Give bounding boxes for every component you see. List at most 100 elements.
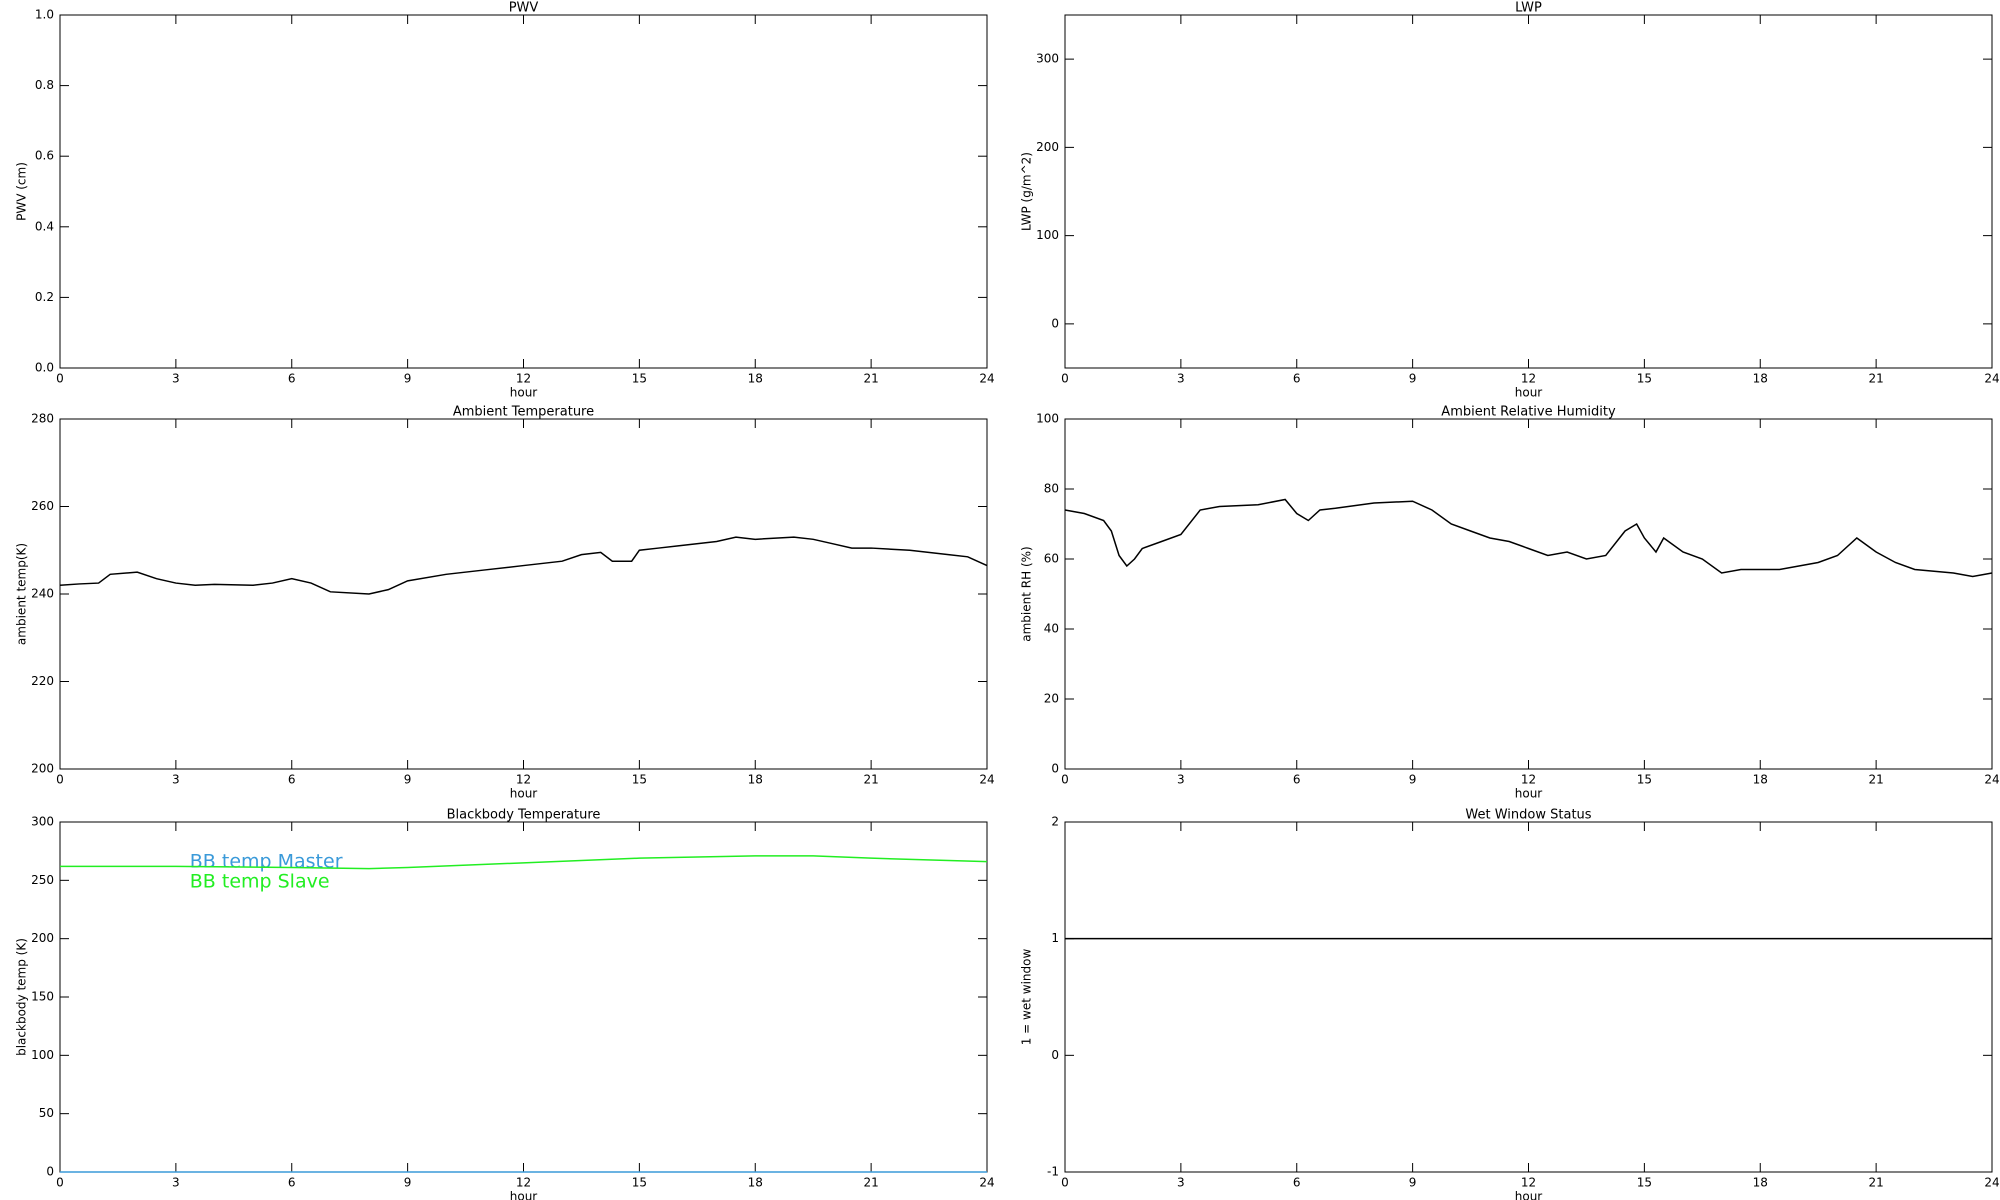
panel: PWV hour PWV (cm) 0 3 6 9 12 15 18 21 24 0.0 0.2 0.4 0.… <box>15 1 995 400</box>
x-tick-label: 6 <box>288 1176 296 1190</box>
x-tick-label: 24 <box>1984 372 1999 386</box>
x-tick-label: 9 <box>404 372 412 386</box>
y-axis-label: 1 = wet window <box>1020 949 1034 1046</box>
x-tick-label: 3 <box>172 773 180 787</box>
y-tick-label: 0.8 <box>35 78 54 92</box>
x-tick-label: 15 <box>632 1176 647 1190</box>
panel-title: Ambient Relative Humidity <box>1441 405 1616 420</box>
y-tick-label: 200 <box>1036 140 1059 154</box>
y-axis-label: ambient RH (%) <box>1020 546 1034 641</box>
y-axis-label: LWP (g/m^2) <box>1020 152 1034 231</box>
y-axis-label: ambient temp(K) <box>15 543 29 645</box>
y-tick-label: 200 <box>31 762 54 776</box>
y-tick-label: 50 <box>39 1106 54 1120</box>
x-tick-label: 9 <box>404 773 412 787</box>
panel-title: PWV <box>509 1 539 16</box>
x-axis-label: hour <box>510 1190 538 1200</box>
y-tick-label: 150 <box>31 990 54 1004</box>
x-tick-label: 3 <box>1177 372 1185 386</box>
x-tick-label: 21 <box>1868 372 1883 386</box>
y-tick-label: 20 <box>1044 692 1059 706</box>
y-tick-label: 300 <box>31 815 54 829</box>
y-tick-label: 280 <box>31 412 54 426</box>
y-tick-label: 0.0 <box>35 361 54 375</box>
x-tick-label: 0 <box>1061 773 1069 787</box>
y-tick-label: 0.4 <box>35 219 54 233</box>
x-tick-label: 3 <box>1177 773 1185 787</box>
x-tick-label: 15 <box>1637 773 1652 787</box>
x-tick-label: 18 <box>748 372 763 386</box>
x-tick-label: 0 <box>56 372 64 386</box>
y-tick-label: 2 <box>1051 815 1059 829</box>
x-tick-label: 0 <box>1061 372 1069 386</box>
y-tick-label: 250 <box>31 873 54 887</box>
y-tick-label: 220 <box>31 674 54 688</box>
y-tick-label: -1 <box>1047 1165 1059 1179</box>
x-tick-label: 12 <box>1521 1176 1536 1190</box>
x-tick-label: 18 <box>1753 1176 1768 1190</box>
x-axis-label: hour <box>1515 386 1543 400</box>
plot-frame <box>1064 418 1993 770</box>
panel-title: Ambient Temperature <box>453 405 594 420</box>
panel-title: Wet Window Status <box>1465 808 1591 823</box>
x-axis-label: hour <box>1515 787 1543 801</box>
x-tick-label: 12 <box>1521 773 1536 787</box>
y-axis-label: PWV (cm) <box>15 162 29 221</box>
x-tick-label: 18 <box>1753 372 1768 386</box>
x-tick-label: 18 <box>748 1176 763 1190</box>
y-tick-label: 1 <box>1051 931 1059 945</box>
y-tick-label: 200 <box>31 931 54 945</box>
x-tick-label: 24 <box>979 372 994 386</box>
x-tick-label: 0 <box>56 1176 64 1190</box>
y-tick-label: 80 <box>1044 482 1059 496</box>
y-axis-label: blackbody temp (K) <box>15 938 29 1056</box>
y-tick-label: 0 <box>46 1165 54 1179</box>
panel: Wet Window Status hour 1 = wet window 0 3 6 9 1… <box>1020 808 2000 1200</box>
y-tick-label: 100 <box>31 1048 54 1062</box>
data-line <box>1064 498 1993 578</box>
x-tick-label: 6 <box>1293 1176 1301 1190</box>
x-tick-label: 9 <box>1409 372 1417 386</box>
x-tick-label: 21 <box>863 773 878 787</box>
y-tick-label: 100 <box>1036 412 1059 426</box>
x-tick-label: 9 <box>1409 773 1417 787</box>
x-tick-label: 21 <box>1868 1176 1883 1190</box>
x-tick-label: 6 <box>1293 372 1301 386</box>
x-tick-label: 15 <box>1637 1176 1652 1190</box>
x-tick-label: 6 <box>288 372 296 386</box>
x-tick-label: 15 <box>632 773 647 787</box>
plot-frame <box>59 418 988 770</box>
y-tick-label: 0.6 <box>35 149 54 163</box>
y-tick-label: 60 <box>1044 552 1059 566</box>
panel: Blackbody Temperature hour blackbody temp … <box>15 808 995 1200</box>
x-tick-label: 15 <box>632 372 647 386</box>
x-tick-label: 6 <box>288 773 296 787</box>
x-tick-label: 15 <box>1637 372 1652 386</box>
y-tick-label: 240 <box>31 587 54 601</box>
x-axis-label: hour <box>510 386 538 400</box>
data-line <box>59 536 988 595</box>
x-tick-label: 21 <box>863 372 878 386</box>
y-tick-label: 300 <box>1036 52 1059 66</box>
data-line <box>60 855 988 870</box>
y-tick-label: 100 <box>1036 228 1059 242</box>
x-tick-label: 24 <box>1984 773 1999 787</box>
y-tick-label: 260 <box>31 499 54 513</box>
panel: Ambient Temperature hour ambient temp(K) 0 3… <box>15 405 995 801</box>
panel-title: LWP <box>1515 1 1542 16</box>
y-tick-label: 0 <box>1051 1048 1059 1062</box>
x-tick-label: 12 <box>516 1176 531 1190</box>
x-tick-label: 12 <box>1521 372 1536 386</box>
y-tick-label: 40 <box>1044 622 1059 636</box>
x-tick-label: 24 <box>979 1176 994 1190</box>
panel-title: Blackbody Temperature <box>447 808 601 823</box>
panel: LWP hour LWP (g/m^2) 0 3 6 9 12 15 18 21 24 0 100 200 3… <box>1020 1 2000 400</box>
legend-entry: BB temp Master <box>190 851 343 873</box>
x-tick-label: 21 <box>1868 773 1883 787</box>
x-tick-label: 0 <box>56 773 64 787</box>
x-tick-label: 3 <box>1177 1176 1185 1190</box>
x-tick-label: 18 <box>1753 773 1768 787</box>
plot-frame <box>1064 14 1993 369</box>
y-tick-label: 0 <box>1051 316 1059 330</box>
